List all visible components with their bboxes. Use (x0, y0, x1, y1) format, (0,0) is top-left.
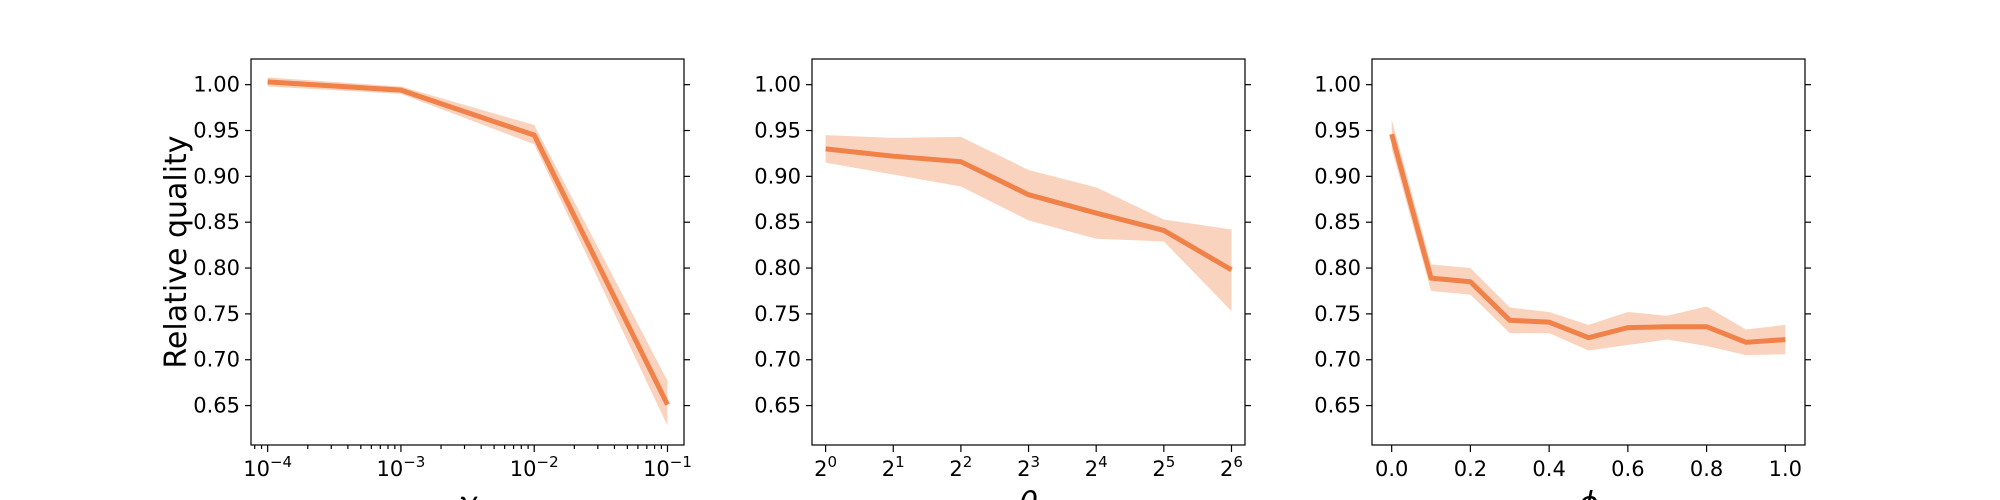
confidence-band (267, 77, 668, 426)
y-axis-label: Relative quality (159, 135, 194, 368)
series-line (825, 146, 1233, 273)
y-tick-label: 0.75 (1314, 302, 1361, 326)
x-tick-label: 10−2 (510, 453, 559, 481)
x-tick-label: 21 (882, 453, 905, 481)
y-tick-label: 1.00 (754, 73, 801, 97)
plot-frame (250, 58, 685, 446)
y-tick-label: 0.80 (193, 256, 240, 280)
x-axis-label: γ (459, 486, 479, 500)
x-tick-label: 0.8 (1690, 457, 1723, 481)
y-tick-label: 0.65 (193, 394, 240, 418)
x-tick-label: 0.4 (1532, 457, 1565, 481)
y-tick-label: 1.00 (1314, 73, 1361, 97)
y-tick-label: 0.65 (754, 394, 801, 418)
y-tick-label: 1.00 (193, 73, 240, 97)
x-tick-label: 1.0 (1769, 457, 1802, 481)
y-tick-label: 0.85 (193, 210, 240, 234)
subplot-2: 0.65 0.70 0.75 0.80 0.85 0.90 0.95 1.00 20 21 22 23… (754, 58, 1251, 500)
series-line (1389, 133, 1786, 345)
x-tick-label: 26 (1220, 453, 1243, 481)
confidence-band (825, 135, 1232, 312)
x-tick-label: 23 (1017, 453, 1040, 481)
y-tick-label: 0.70 (1314, 348, 1361, 372)
y-tick-label: 0.75 (193, 302, 240, 326)
subplot-1: 0.65 0.70 0.75 0.80 0.85 0.90 0.95 1.00 10−4 10−3… (159, 58, 692, 500)
x-tick-label: 0.6 (1611, 457, 1644, 481)
y-tick-label: 0.90 (1314, 164, 1361, 188)
y-tick-label: 0.80 (754, 256, 801, 280)
x-axis-label: θ (1019, 486, 1037, 500)
x-axis-label: ϕ (1579, 486, 1599, 500)
plot-frame (1371, 58, 1806, 446)
x-tick-label: 22 (949, 453, 972, 481)
y-tick-label: 0.85 (1314, 210, 1361, 234)
subplot-3: 0.65 0.70 0.75 0.80 0.85 0.90 0.95 1.00 0.0 0.2 0.… (1314, 58, 1811, 500)
y-tick-label: 0.90 (193, 164, 240, 188)
y-tick-label: 0.85 (754, 210, 801, 234)
y-tick-label: 0.70 (754, 348, 801, 372)
x-tick-label: 0.0 (1375, 457, 1408, 481)
x-tick-label: 10−1 (643, 453, 692, 481)
x-tick-label: 25 (1152, 453, 1175, 481)
x-tick-label: 24 (1085, 453, 1108, 481)
x-tick-label: 10−3 (377, 453, 426, 481)
x-tick-label: 20 (814, 453, 837, 481)
y-tick-label: 0.95 (754, 119, 801, 143)
y-tick-label: 0.65 (1314, 394, 1361, 418)
y-tick-label: 0.80 (1314, 256, 1361, 280)
series-line (267, 79, 670, 406)
y-tick-label: 0.95 (193, 119, 240, 143)
x-tick-label: 10−4 (243, 453, 292, 481)
y-tick-label: 0.75 (754, 302, 801, 326)
x-tick-label: 0.2 (1454, 457, 1487, 481)
y-tick-label: 0.90 (754, 164, 801, 188)
y-tick-label: 0.70 (193, 348, 240, 372)
y-tick-label: 0.95 (1314, 119, 1361, 143)
confidence-band (1391, 119, 1786, 356)
